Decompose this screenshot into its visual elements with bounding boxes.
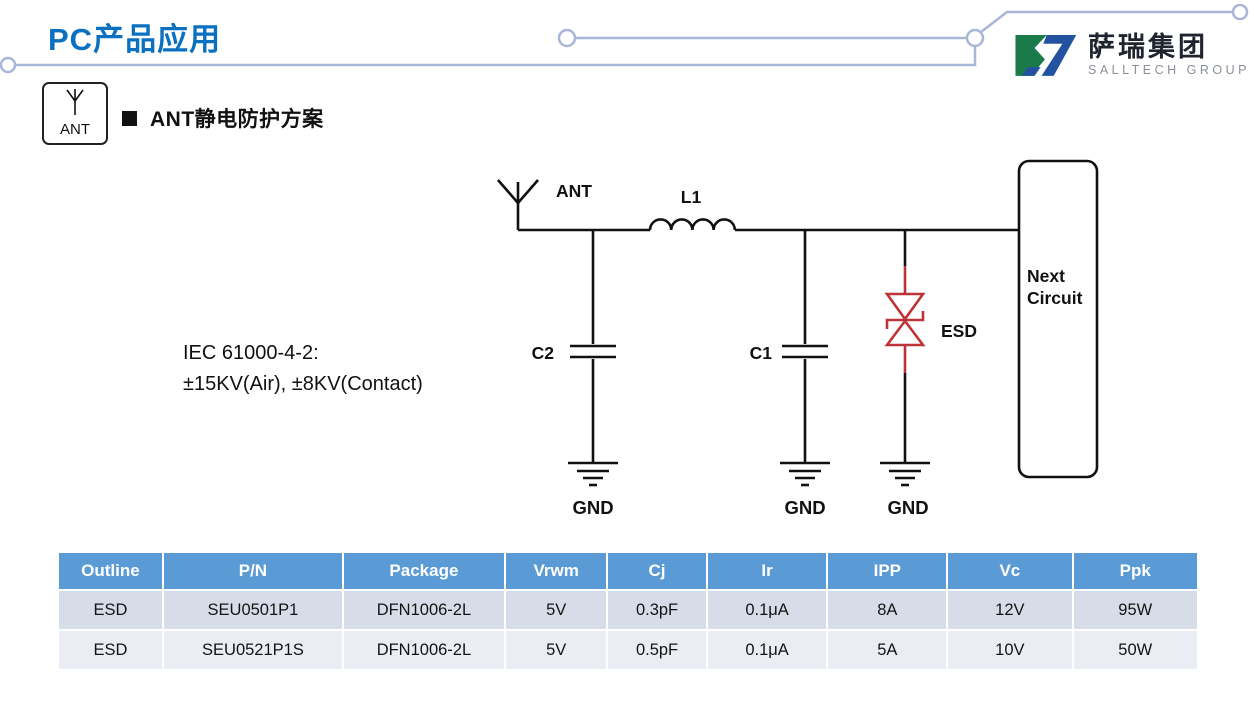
ant-label: ANT [556, 181, 592, 201]
cell-package: DFN1006-2L [342, 590, 505, 630]
section-title: ANT静电防护方案 [150, 108, 324, 131]
cell-cj: 0.5pF [607, 630, 707, 670]
logo-name-en: SALLTECH GROUP [1088, 63, 1250, 78]
cap-c1-label: C1 [750, 343, 773, 363]
gnd-label-right: GND [887, 497, 928, 518]
antenna-icon [66, 89, 84, 115]
cell-cj: 0.3pF [607, 590, 707, 630]
inductor-symbol [648, 218, 737, 231]
gnd-label-left: GND [572, 497, 613, 518]
iec-note-line1: IEC 61000-4-2: [183, 342, 319, 364]
logo-name-cn: 萨瑞集团 [1088, 31, 1208, 62]
col-header-ipp: IPP [827, 552, 948, 590]
cell-package: DFN1006-2L [342, 630, 505, 670]
cap-c2-label: C2 [532, 343, 555, 363]
ant-box-label: ANT [60, 121, 90, 138]
ground-symbol-mid [780, 461, 830, 487]
bullet-square-icon [122, 110, 137, 126]
gnd-label-mid: GND [784, 497, 825, 518]
cell-ir: 0.1μA [706, 590, 828, 630]
salltech-logo-icon [1015, 35, 1077, 76]
col-header-cj: Cj [607, 552, 707, 590]
cell-ipp: 8A [827, 590, 948, 630]
col-header-ppk: Ppk [1072, 552, 1198, 590]
iec-note-line2: ±15KV(Air), ±8KV(Contact) [183, 373, 423, 395]
next-circuit-label-line2: Circuit [1027, 288, 1083, 308]
table-row: ESD SEU0521P1S DFN1006-2L 5V 0.5pF 0.1μA… [58, 630, 1198, 670]
esd-spec-table: Outline P/N Package Vrwm Cj Ir IPP Vc Pp… [58, 552, 1198, 670]
cell-pn: SEU0521P1S [162, 630, 343, 670]
capacitor-c2-symbol [570, 230, 616, 463]
col-header-vc: Vc [947, 552, 1073, 590]
table-row: ESD SEU0501P1 DFN1006-2L 5V 0.3pF 0.1μA … [58, 590, 1198, 630]
cell-ppk: 50W [1072, 630, 1198, 670]
table-header-row: Outline P/N Package Vrwm Cj Ir IPP Vc Pp… [58, 552, 1198, 590]
esd-protection-circuit-diagram: ANT L1 C2 C1 ESD Next Circuit GND GND GN… [497, 159, 1099, 518]
next-circuit-label-line1: Next [1027, 266, 1065, 286]
ant-port-box: ANT [42, 82, 108, 145]
col-header-ir: Ir [706, 552, 828, 590]
antenna-symbol [497, 179, 539, 230]
company-logo: 萨瑞集团 SALLTECH GROUP [1012, 28, 1250, 82]
col-header-package: Package [342, 552, 505, 590]
cell-outline: ESD [58, 590, 163, 630]
cell-ppk: 95W [1072, 590, 1198, 630]
cell-vrwm: 5V [504, 630, 608, 670]
col-header-pn: P/N [162, 552, 343, 590]
cell-outline: ESD [58, 630, 163, 670]
cell-vc: 10V [947, 630, 1073, 670]
esd-label: ESD [941, 321, 977, 341]
ground-symbol-right [880, 461, 930, 487]
cell-ipp: 5A [827, 630, 948, 670]
esd-tvs-diode-symbol [884, 266, 926, 373]
cell-vc: 12V [947, 590, 1073, 630]
logo-text: 萨瑞集团 SALLTECH GROUP [1088, 31, 1250, 78]
cell-ir: 0.1μA [706, 630, 828, 670]
section-header: ANT静电防护方案 [122, 103, 324, 133]
col-header-outline: Outline [58, 552, 163, 590]
ground-symbol-left [568, 461, 618, 487]
capacitor-c1-symbol [782, 230, 828, 463]
col-header-vrwm: Vrwm [504, 552, 608, 590]
page-title: PC产品应用 [48, 22, 222, 57]
inductor-label: L1 [681, 187, 702, 207]
cell-vrwm: 5V [504, 590, 608, 630]
cell-pn: SEU0501P1 [162, 590, 343, 630]
iec-standard-note: IEC 61000-4-2: ±15KV(Air), ±8KV(Contact) [183, 338, 423, 400]
next-circuit-block [1017, 159, 1099, 479]
